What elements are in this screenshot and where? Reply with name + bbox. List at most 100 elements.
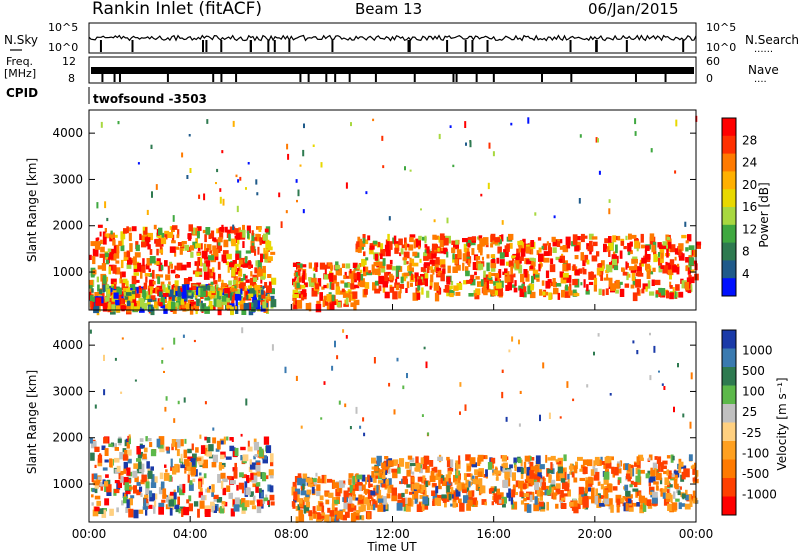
velocity-cell <box>125 490 131 495</box>
power-cell <box>583 235 588 239</box>
power-cell <box>687 267 691 275</box>
power-cell <box>382 284 386 293</box>
power-cell <box>357 247 362 253</box>
velocity-cell <box>668 470 672 475</box>
velocity-cell <box>652 491 658 498</box>
power-cell <box>613 265 619 271</box>
power-cell <box>200 258 203 267</box>
velocity-cell <box>183 459 190 467</box>
velocity-cell <box>211 492 214 497</box>
power-cell <box>246 295 249 300</box>
velocity-cell <box>527 459 531 465</box>
velocity-sparse-cell <box>677 363 679 368</box>
power-cell <box>205 260 211 267</box>
power-cell <box>210 281 214 286</box>
power-cell <box>196 282 202 288</box>
power-cell <box>198 271 202 275</box>
power-cell <box>345 297 349 305</box>
power-cell <box>381 265 386 273</box>
velocity-cell <box>150 449 157 457</box>
velocity-cell <box>180 453 183 462</box>
velocity-cell <box>306 489 312 495</box>
power-cell <box>372 268 375 275</box>
velocity-cell <box>422 496 428 505</box>
velocity-sparse-cell <box>231 437 234 442</box>
velocity-sparse-cell <box>673 406 675 413</box>
power-cell <box>504 276 511 283</box>
velocity-cell <box>348 473 354 480</box>
velocity-cell <box>495 495 499 504</box>
power-cell <box>573 293 580 297</box>
velocity-cell <box>258 488 262 493</box>
velocity-cell <box>685 494 691 501</box>
power-cell <box>678 246 683 252</box>
velocity-cell <box>182 483 186 493</box>
power-cell <box>388 241 393 250</box>
velocity-cell <box>329 510 335 517</box>
power-cbar-tick-label: 4 <box>742 267 750 281</box>
velocity-cell <box>501 463 505 467</box>
power-cell <box>144 273 151 277</box>
velocity-cell <box>123 496 128 504</box>
velocity-cell <box>446 485 450 494</box>
velocity-cell <box>422 488 426 495</box>
power-sparse-cell <box>296 199 298 203</box>
power-cell <box>487 276 493 281</box>
velocity-sparse-cell <box>336 355 339 360</box>
power-sparse-cell <box>488 142 491 149</box>
velocity-cell <box>596 499 602 508</box>
power-cell <box>510 265 513 275</box>
power-cell <box>467 242 471 248</box>
power-cell <box>379 261 385 269</box>
power-cell <box>251 230 254 236</box>
power-cell <box>195 294 198 299</box>
power-cell <box>132 256 137 266</box>
velocity-cell <box>101 445 106 450</box>
velocity-cell <box>234 497 240 505</box>
power-cell <box>678 291 684 298</box>
power-cell <box>187 246 192 252</box>
power-cell <box>159 249 164 254</box>
velocity-cell <box>501 496 507 504</box>
velocity-cell <box>123 461 128 471</box>
velocity-cell <box>454 481 460 485</box>
velocity-cell <box>138 463 145 473</box>
power-cell <box>308 279 315 287</box>
velocity-cell <box>491 501 494 506</box>
power-cell <box>474 271 477 276</box>
power-sparse-cell <box>464 121 467 128</box>
velocity-cell <box>123 476 129 486</box>
velocity-cell <box>604 457 610 464</box>
power-cell <box>433 282 439 291</box>
velocity-cell <box>595 488 598 496</box>
power-sparse-cell <box>527 117 530 124</box>
power-cell <box>660 265 664 269</box>
power-cell <box>618 281 623 285</box>
power-sparse-cell <box>598 170 601 175</box>
power-cell <box>229 262 234 268</box>
power-cell <box>658 287 663 296</box>
velocity-sparse-cell <box>597 333 600 337</box>
velocity-cell <box>448 478 451 484</box>
velocity-cell <box>127 458 132 464</box>
power-cell <box>642 283 648 290</box>
power-cell <box>328 273 330 279</box>
power-sparse-cell <box>278 192 281 198</box>
velocity-cell <box>229 445 235 452</box>
velocity-cell <box>206 437 211 443</box>
power-cell <box>363 271 367 277</box>
velocity-cell <box>529 461 534 471</box>
power-cell <box>315 304 322 313</box>
power-cell <box>100 246 105 253</box>
velocity-cbar-swatch <box>722 385 736 405</box>
power-cell <box>217 261 221 270</box>
velocity-sparse-cell <box>689 421 692 429</box>
power-sparse-cell <box>239 176 242 181</box>
velocity-cell <box>401 498 406 507</box>
velocity-cell <box>550 479 556 485</box>
power-cell <box>475 256 481 260</box>
velocity-cell <box>417 484 422 493</box>
velocity-cell <box>624 484 629 491</box>
velocity-cell <box>196 457 202 461</box>
sky-tick-right-bottom: 10^0 <box>706 41 736 54</box>
